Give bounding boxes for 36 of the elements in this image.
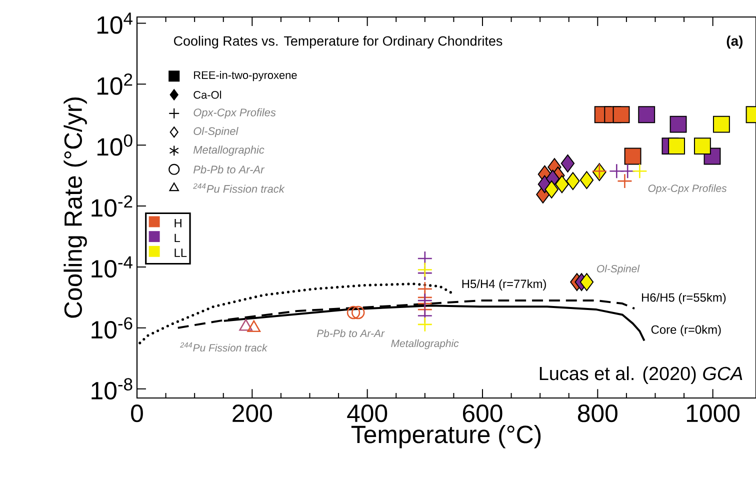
y-tick-label: 10$^{0}$ bbox=[97, 134, 132, 156]
annotation: Pb-Pb to Ar-Ar bbox=[316, 329, 385, 338]
x-tick-label: 0 bbox=[131, 404, 143, 422]
annotation: Lucas et al. (2020) GCA bbox=[540, 366, 742, 384]
x-tick-label: 800 bbox=[578, 404, 618, 422]
annotation: Metallographic bbox=[193, 146, 264, 156]
y-tick-label: 10$^{4}$ bbox=[97, 12, 132, 34]
y-tick-label: 10$^{2}$ bbox=[97, 73, 132, 95]
annotation: Pb-Pb to Ar-Ar bbox=[193, 165, 265, 174]
series-label: Core (r=0km) bbox=[651, 325, 721, 336]
annotation: Ol-Spinel bbox=[194, 126, 238, 138]
x-tick-label: 200 bbox=[232, 404, 272, 422]
x-tick-label: 1000 bbox=[687, 404, 740, 422]
y-tick-label: 10$^{-8}$ bbox=[92, 378, 132, 400]
y-tick-label: 10$^{-6}$ bbox=[92, 317, 132, 339]
x-axis-title: Temperature (°C) bbox=[351, 425, 541, 448]
annotation: Metallographic bbox=[391, 339, 459, 350]
annotation: Ol-Spinel bbox=[597, 264, 640, 274]
x-tick-label: 600 bbox=[462, 404, 502, 422]
text: Cooling Rates vs. Temperature for Ordinary Chondrites bbox=[174, 36, 502, 48]
legend-label: L bbox=[174, 234, 180, 242]
legend-label: H bbox=[174, 218, 182, 228]
annotation: $^{244}$Pu Fission track bbox=[180, 342, 268, 352]
y-axis-title: Cooling Rate (°C/yr) bbox=[64, 98, 87, 318]
annotation: Opx-Cpx Profiles bbox=[648, 184, 727, 194]
legend-label: LL bbox=[174, 248, 187, 257]
y-tick-label: 10$^{-2}$ bbox=[92, 195, 132, 217]
annotation: Ca-Ol bbox=[194, 90, 222, 99]
annotation: (a) bbox=[726, 36, 743, 49]
series-label: H6/H5 (r=55km) bbox=[642, 292, 726, 304]
y-tick-label: 10$^{-4}$ bbox=[92, 256, 132, 278]
series-label: H5/H4 (r=77km) bbox=[462, 279, 546, 290]
annotation: REE-in-two-pyroxene bbox=[194, 70, 297, 82]
x-tick-label: 400 bbox=[347, 404, 388, 422]
annotation: $^{244}$Pu Fission track bbox=[193, 183, 285, 193]
annotation: Opx-Cpx Profiles bbox=[194, 108, 276, 118]
